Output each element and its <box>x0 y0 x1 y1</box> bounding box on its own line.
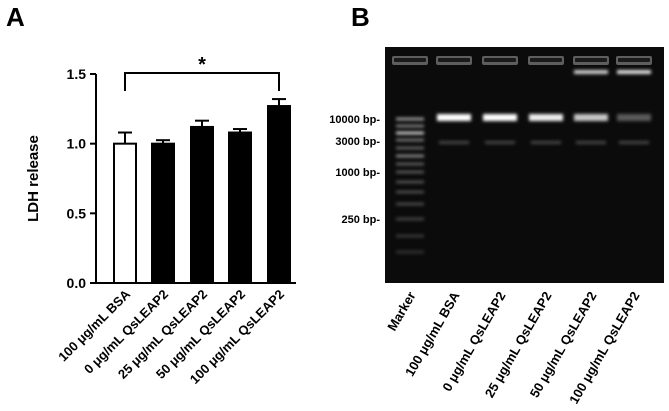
dna-band-faint <box>576 141 606 144</box>
gel-background <box>385 47 664 283</box>
y-tick-label: 0.0 <box>67 275 87 291</box>
gel-well-inner <box>618 58 650 62</box>
panel-a-letter: A <box>6 2 25 32</box>
ladder-band <box>396 138 424 142</box>
ladder-band <box>396 131 424 135</box>
ladder-band <box>396 124 424 128</box>
gel-well-inner <box>394 58 426 62</box>
dna-band-main <box>483 114 517 121</box>
dna-band-faint <box>531 141 561 144</box>
dna-band-main <box>574 114 608 121</box>
gel-well-inner <box>575 58 607 62</box>
gel-well-inner <box>484 58 516 62</box>
y-axis-label: LDH release <box>25 135 42 222</box>
ladder-band <box>396 234 424 238</box>
y-tick-label: 1.5 <box>67 66 87 82</box>
ladder-band <box>396 202 424 206</box>
gel-well-inner <box>438 58 470 62</box>
dna-band-faint <box>485 141 515 144</box>
y-tick-label: 1.0 <box>67 136 87 152</box>
dna-band-well-retained <box>574 70 608 74</box>
dna-band-main <box>437 114 471 121</box>
dna-band-faint <box>619 141 649 144</box>
ladder-band <box>396 146 424 150</box>
ladder-band <box>396 117 424 121</box>
ladder-band <box>396 190 424 194</box>
ladder-band <box>396 217 424 221</box>
significance-bracket <box>124 72 280 91</box>
size-marker-label: 1000 bp- <box>335 167 380 179</box>
size-marker-label: 10000 bp- <box>329 114 380 126</box>
y-tick-label: 0.5 <box>67 205 87 221</box>
size-marker-label: 250 bp- <box>341 214 380 226</box>
dna-band-main <box>529 114 563 121</box>
significance-star: * <box>198 54 206 76</box>
dna-band-faint <box>439 141 469 144</box>
dna-band-main <box>617 114 651 121</box>
lane-label: Marker <box>384 289 418 333</box>
ladder-band <box>396 154 424 158</box>
panel-b-letter: B <box>351 2 370 32</box>
ladder-band <box>396 180 424 184</box>
dna-band-well-retained <box>617 70 651 74</box>
size-marker-label: 3000 bp- <box>335 136 380 148</box>
ladder-band <box>396 162 424 166</box>
gel-well-inner <box>530 58 562 62</box>
ladder-band <box>396 250 424 254</box>
ladder-band <box>396 170 424 174</box>
